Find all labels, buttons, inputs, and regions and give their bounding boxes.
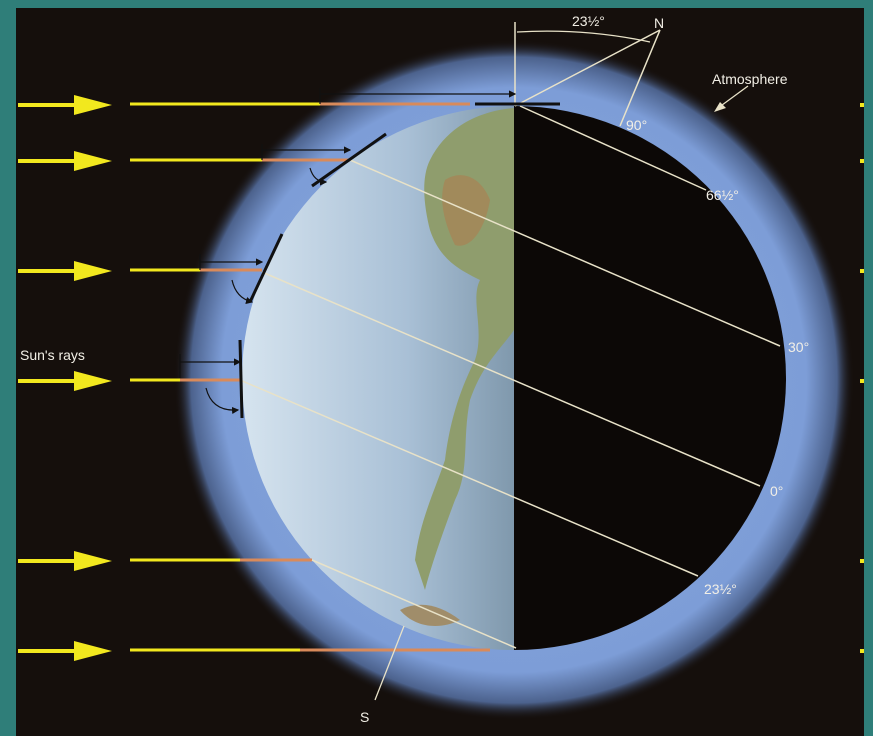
antarctic-land bbox=[400, 604, 460, 626]
latitude-23s-label: 23½° bbox=[704, 581, 737, 597]
earth-sunlight-diagram: 23½° N Atmosphere 90° 66½° 30° 0° 23½° S… bbox=[18, 13, 864, 725]
sun-rays-label: Sun's rays bbox=[20, 347, 85, 363]
atmosphere-label: Atmosphere bbox=[712, 71, 788, 87]
arrow-right-icon bbox=[18, 371, 112, 391]
arrow-right-icon bbox=[18, 151, 112, 171]
surface-plane-4 bbox=[238, 339, 244, 419]
arrow-right-icon bbox=[18, 641, 112, 661]
arrow-right-icon bbox=[18, 551, 112, 571]
latitude-line-23s bbox=[239, 379, 699, 577]
surface-plane-3 bbox=[248, 233, 284, 303]
south-pointer bbox=[374, 625, 405, 701]
arrow-icon bbox=[714, 102, 726, 112]
tilt-angle-arc bbox=[516, 30, 651, 43]
latitude-line-south bbox=[311, 559, 517, 649]
south-label: S bbox=[360, 709, 369, 725]
latitude-0-label: 0° bbox=[770, 483, 783, 499]
ray-ticks-right bbox=[860, 103, 864, 653]
earth-axis bbox=[514, 29, 661, 107]
latitude-90-label: 90° bbox=[626, 117, 647, 133]
arrow-right-icon bbox=[18, 95, 112, 115]
latitude-30-label: 30° bbox=[788, 339, 809, 355]
path-length-brackets bbox=[179, 88, 517, 415]
latitude-line-0 bbox=[261, 271, 761, 487]
latitude-66-label: 66½° bbox=[706, 187, 739, 203]
tilt-angle-label: 23½° bbox=[572, 13, 605, 29]
axis-pointer-n bbox=[619, 29, 661, 127]
north-label: N bbox=[654, 15, 664, 31]
surface-planes bbox=[238, 102, 560, 419]
americas-landmass bbox=[415, 108, 514, 590]
arrow-right-icon bbox=[18, 261, 112, 281]
latitude-lines bbox=[239, 105, 781, 649]
atmosphere-pointer bbox=[717, 85, 749, 109]
latitude-line-30 bbox=[349, 159, 781, 347]
surface-plane-2 bbox=[311, 132, 387, 188]
ray-arrows bbox=[18, 95, 112, 661]
latitude-line-66 bbox=[519, 105, 707, 191]
diagram-frame: 23½° N Atmosphere 90° 66½° 30° 0° 23½° S… bbox=[16, 8, 864, 736]
